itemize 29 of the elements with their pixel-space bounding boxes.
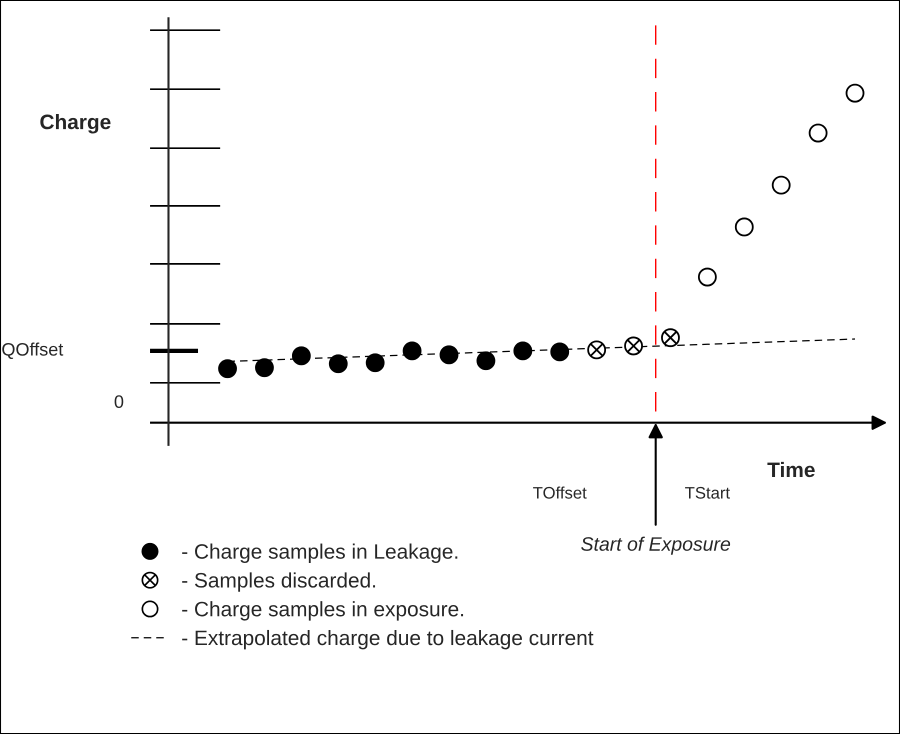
- point: [255, 358, 274, 378]
- x-tick-label: TOffset: [533, 486, 587, 499]
- legend-label: - Charge samples in exposure.: [182, 601, 464, 621]
- point: [698, 268, 717, 286]
- point: [734, 218, 754, 236]
- point: [587, 340, 606, 360]
- x-axis-title: Time: [767, 462, 815, 478]
- ref-line-label: 0: [114, 395, 124, 408]
- x-tick-label: TStart: [685, 486, 730, 499]
- y-axis-title: Charge: [40, 114, 111, 134]
- point: [440, 345, 458, 364]
- point: [550, 342, 570, 362]
- point: [772, 176, 791, 195]
- point: [624, 336, 643, 356]
- legend-label: - Charge samples in Leakage.: [182, 544, 458, 563]
- point: [846, 84, 864, 103]
- point: [292, 346, 311, 366]
- point: [366, 353, 385, 372]
- point: [328, 354, 348, 374]
- point: [218, 359, 237, 378]
- text: QOffset: [2, 342, 64, 359]
- point: [402, 341, 422, 360]
- point: [476, 351, 496, 370]
- point: [661, 328, 680, 348]
- legend-label: - Extrapolated charge due to leakage current: [182, 630, 594, 650]
- point: [808, 124, 828, 142]
- text: Start of Exposure: [581, 536, 730, 555]
- point: [513, 341, 532, 360]
- legend-label: - Samples discarded.: [182, 572, 376, 592]
